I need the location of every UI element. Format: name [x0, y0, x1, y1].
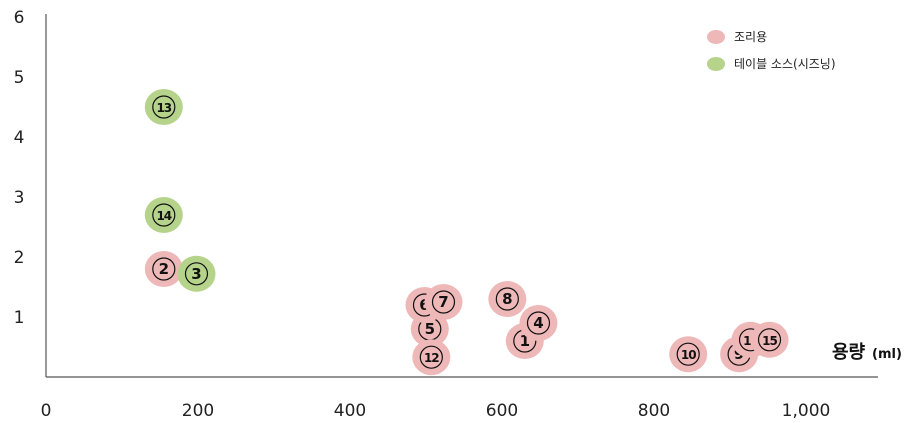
data-point-label: 7 [438, 293, 448, 311]
data-point: 15 [750, 321, 789, 358]
data-point-blob [488, 281, 527, 317]
legend-label: 조리용 [734, 30, 767, 44]
x-tick-label: 400 [334, 401, 366, 421]
data-point-blob [177, 255, 216, 292]
legend-swatch [707, 57, 725, 71]
x-tick-label: 1,000 [782, 401, 831, 421]
data-point: 4 [519, 305, 558, 341]
data-point-blob [144, 197, 183, 233]
y-tick-label: 5 [14, 68, 25, 88]
x-tick-label: 800 [638, 401, 670, 421]
data-point-ring [431, 290, 456, 314]
data-point: 2 [144, 251, 183, 287]
data-point-label: 6 [419, 296, 429, 314]
data-point-blob [144, 89, 183, 125]
data-point-label: 1 [520, 332, 530, 350]
y-tick-label: 3 [14, 188, 25, 208]
data-point: 8 [488, 281, 527, 317]
data-point-blob [669, 336, 708, 373]
data-point-ring [152, 95, 176, 119]
data-point-ring [676, 342, 700, 366]
data-point: 12 [412, 339, 451, 376]
data-point-label: 13 [156, 101, 171, 115]
data-point-ring [419, 345, 443, 369]
data-point-ring [184, 262, 209, 286]
x-axis-unit: (ml) [872, 347, 902, 362]
data-point-ring [152, 203, 176, 227]
data-point-blob [424, 284, 463, 320]
data-point-label: 2 [159, 260, 169, 278]
x-tick-label: 600 [486, 401, 518, 421]
data-point: 3 [177, 255, 216, 292]
data-point: 10 [669, 336, 708, 373]
data-point-label: 3 [191, 265, 201, 283]
y-tick-label: 1 [14, 308, 25, 328]
data-point-label: 14 [156, 209, 171, 223]
x-tick-label: 0 [41, 401, 52, 421]
data-point-blob [750, 321, 789, 358]
data-point-label: 8 [502, 290, 512, 308]
x-tick-label: 200 [182, 401, 214, 421]
data-point-label: 4 [533, 314, 543, 332]
data-point-label: 12 [424, 351, 439, 365]
data-point-blob [412, 339, 451, 376]
legend-swatch [707, 30, 725, 44]
data-point-label: 10 [681, 348, 696, 362]
data-point-label: 9 [734, 345, 744, 363]
data-point-label: 5 [425, 320, 435, 338]
data-point-ring [495, 287, 519, 311]
data-point-ring [526, 311, 551, 335]
data-point-ring [152, 257, 176, 281]
data-point: 13 [144, 89, 183, 125]
data-point-blob [144, 251, 183, 287]
y-tick-label: 2 [14, 248, 25, 268]
data-point-blob [519, 305, 558, 341]
data-point: 7 [424, 284, 463, 320]
x-axis-label: 용량 [832, 342, 866, 363]
data-point-label: 15 [762, 334, 777, 348]
y-tick-label: 4 [14, 128, 25, 148]
legend-label: 테이블 소스(시즈닝) [734, 57, 836, 71]
data-point-ring [757, 328, 782, 352]
y-tick-label: 6 [14, 8, 25, 28]
data-point: 14 [144, 197, 183, 233]
